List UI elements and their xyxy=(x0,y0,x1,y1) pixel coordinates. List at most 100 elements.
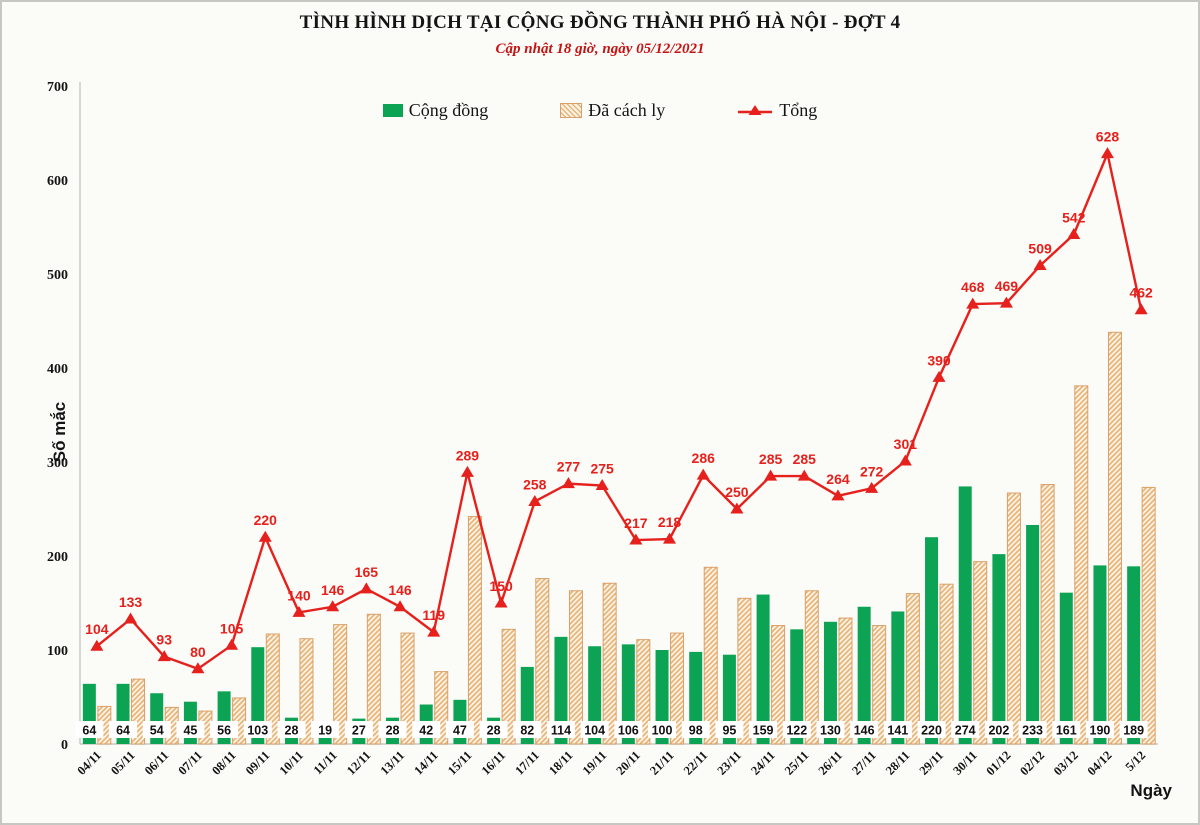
da-cach-ly-bar xyxy=(1040,484,1055,745)
tong-value-label: 509 xyxy=(1028,241,1052,257)
x-tick-label: 27/11 xyxy=(849,748,879,778)
da-cach-ly-bar xyxy=(1006,492,1021,745)
tong-value-label: 275 xyxy=(590,461,614,477)
da-cach-ly-bar xyxy=(905,593,920,745)
chart-subtitle: Cập nhật 18 giờ, ngày 05/12/2021 xyxy=(495,41,705,57)
tong-value-label: 80 xyxy=(190,644,206,660)
x-tick-label: 13/11 xyxy=(378,748,408,778)
cong-dong-bar xyxy=(1093,565,1107,744)
value-label-box xyxy=(850,721,879,738)
legend-item-tong: Tổng xyxy=(737,100,817,121)
da-cach-ly-bar xyxy=(670,632,685,745)
cong-dong-value-label: 202 xyxy=(988,724,1009,738)
cong-dong-value-label: 100 xyxy=(652,724,673,738)
cong-dong-bar xyxy=(958,486,972,744)
cong-dong-value-label: 122 xyxy=(786,724,807,738)
value-label-box xyxy=(176,721,205,738)
x-tick-label: 21/11 xyxy=(647,748,677,778)
cong-dong-bar xyxy=(992,554,1006,744)
da-cach-ly-bar xyxy=(973,561,988,745)
y-tick-label: 600 xyxy=(47,174,68,189)
x-tick-label: 29/11 xyxy=(917,748,947,778)
cong-dong-value-label: 161 xyxy=(1056,724,1077,738)
tong-value-label: 286 xyxy=(692,450,716,466)
legend: Cộng đồng Đã cách ly Tổng xyxy=(2,100,1198,121)
value-label-box xyxy=(681,721,710,738)
legend-label: Cộng đồng xyxy=(408,100,489,120)
value-label-box xyxy=(142,721,171,738)
value-label-box xyxy=(546,721,575,738)
tong-marker xyxy=(326,600,340,612)
tong-marker xyxy=(1033,259,1047,271)
tong-marker xyxy=(124,612,138,624)
tong-marker xyxy=(696,468,710,480)
tong-marker xyxy=(1067,228,1081,240)
x-tick-label: 17/11 xyxy=(512,748,542,778)
da-cach-ly-bar xyxy=(737,597,752,745)
value-label-box xyxy=(378,721,407,738)
x-tick-label: 20/11 xyxy=(613,748,643,778)
value-label-box xyxy=(311,721,340,738)
da-cach-ly-bar xyxy=(1107,331,1122,745)
cong-dong-value-label: 28 xyxy=(386,724,400,738)
tong-marker xyxy=(932,370,946,382)
da-cach-ly-bar xyxy=(838,617,853,745)
cong-dong-value-label: 19 xyxy=(318,724,332,738)
tong-marker xyxy=(460,465,474,477)
x-tick-label: 07/11 xyxy=(175,748,205,778)
y-tick-label: 400 xyxy=(47,362,68,377)
tong-value-label: 250 xyxy=(725,484,749,500)
legend-label: Đã cách ly xyxy=(588,100,666,120)
cong-dong-bar xyxy=(756,594,770,744)
da-cach-ly-bar xyxy=(333,624,348,745)
da-cach-ly-bar xyxy=(535,578,550,745)
tong-value-label: 165 xyxy=(355,564,379,580)
da-cach-ly-bar xyxy=(501,628,516,745)
tong-value-label: 119 xyxy=(422,607,445,623)
value-label-box xyxy=(412,721,441,738)
x-tick-label: 25/11 xyxy=(782,748,812,778)
tong-value-label: 220 xyxy=(254,512,278,528)
x-tick-label: 5/12 xyxy=(1123,748,1149,774)
x-tick-label: 22/11 xyxy=(681,748,711,778)
tong-marker xyxy=(966,297,980,309)
cong-dong-bar xyxy=(823,621,837,744)
y-tick-label: 200 xyxy=(47,550,68,565)
cong-dong-value-label: 114 xyxy=(551,724,571,738)
da-cach-ly-bar xyxy=(636,639,651,745)
tong-value-label: 285 xyxy=(793,451,817,467)
value-label-box xyxy=(109,721,138,738)
tong-marker xyxy=(730,502,744,514)
value-label-box xyxy=(513,721,542,738)
cong-dong-value-label: 146 xyxy=(854,724,875,738)
x-tick-label: 28/11 xyxy=(883,748,913,778)
da-cach-ly-bar xyxy=(299,638,314,745)
green-bar-swatch-icon xyxy=(382,104,403,117)
tong-marker xyxy=(494,596,508,608)
value-label-box xyxy=(1085,721,1114,738)
x-tick-label: 26/11 xyxy=(816,748,846,778)
value-label-box xyxy=(243,721,272,738)
tong-marker xyxy=(427,625,441,637)
value-label-box xyxy=(715,721,744,738)
cong-dong-bar xyxy=(857,606,871,744)
cong-dong-value-label: 98 xyxy=(689,724,703,738)
x-tick-label: 11/11 xyxy=(311,748,340,777)
cong-dong-value-label: 82 xyxy=(520,724,534,738)
cong-dong-value-label: 47 xyxy=(453,724,467,738)
da-cach-ly-bar xyxy=(872,625,887,745)
x-tick-label: 02/12 xyxy=(1017,748,1047,778)
cong-dong-value-label: 56 xyxy=(217,724,231,738)
x-tick-label: 15/11 xyxy=(445,748,475,778)
tong-value-label: 289 xyxy=(456,447,480,463)
legend-label: Tổng xyxy=(779,100,818,120)
value-label-box xyxy=(277,721,306,738)
tong-value-label: 133 xyxy=(119,594,143,610)
tong-marker xyxy=(157,650,171,662)
x-tick-label: 06/11 xyxy=(142,748,172,778)
tong-value-label: 258 xyxy=(523,476,547,492)
tong-marker xyxy=(663,532,677,544)
tong-value-label: 277 xyxy=(557,459,581,475)
tong-marker xyxy=(595,479,609,490)
y-tick-label: 100 xyxy=(47,644,68,659)
